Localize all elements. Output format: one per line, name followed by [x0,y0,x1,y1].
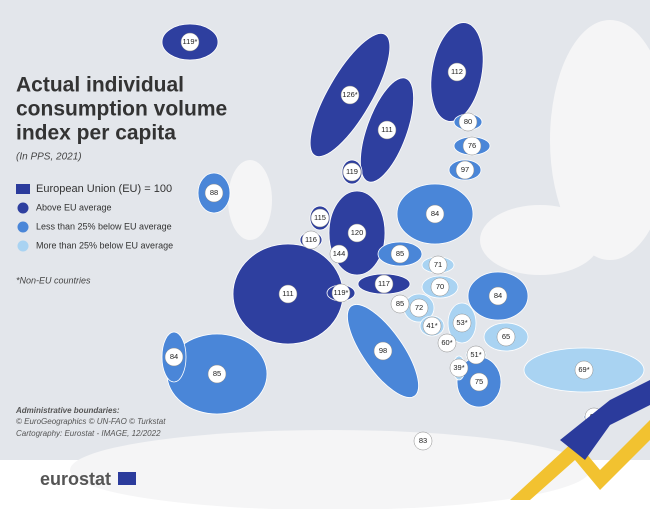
value-label: 71 [434,260,442,269]
value-badge [574,360,594,380]
value-badge [342,162,362,182]
land [70,430,590,509]
value-label: 80 [464,117,472,126]
stripe [510,420,650,500]
value-badge [207,364,227,384]
land [550,20,650,260]
value-label: 76 [468,141,476,150]
value-label: 53* [456,318,467,327]
note: *Non-EU countries [16,275,91,285]
value-badge [469,372,489,392]
land [228,160,272,240]
value-badge [390,244,410,264]
value-label: 119* [183,37,198,46]
value-badge [437,333,457,353]
value-badge [340,85,360,105]
value-badge [180,32,200,52]
value-label: 84 [494,291,502,300]
value-badge [430,277,450,297]
value-label: 83 [419,436,427,445]
subtitle: (In PPS, 2021) [16,152,82,163]
value-label: 72 [415,303,423,312]
legend-swatch [17,202,29,214]
stripe [560,380,650,460]
value-badge [466,345,486,365]
value-badge [496,327,516,347]
legend-flag [16,184,30,194]
title-line: Actual individual [16,74,184,97]
value-label: 41* [426,321,437,330]
value-badge [462,136,482,156]
value-badge [447,62,467,82]
value-label: 88 [210,188,218,197]
value-label: 111 [282,289,293,298]
title-line: index per capita [16,122,176,145]
value-badge [390,294,410,314]
value-label: 85 [213,369,221,378]
value-label: 119* [334,288,349,297]
legend-label: Less than 25% below EU average [36,221,172,231]
logo-flag [118,472,136,485]
value-label: 115 [314,213,326,222]
value-label: 144 [333,249,346,258]
value-badge [488,286,508,306]
value-label: 111 [381,125,392,134]
source-line: Administrative boundaries: [15,406,120,415]
labels: 119* 126* 111 112 80 76 97 119 88 84 115 116 120 144 8… [164,32,604,451]
legend-swatch [17,221,29,233]
value-badge [449,358,469,378]
legend-swatch [17,240,29,252]
value-label: 84 [431,209,439,218]
value-badge [452,313,472,333]
value-badge [347,223,367,243]
title-line: consumption volume [16,98,227,121]
legend: European Union (EU) = 100 Above EU averag… [16,183,173,252]
legend-label: European Union (EU) = 100 [36,183,172,195]
value-badge [377,120,397,140]
value-badge [310,208,330,228]
value-badge [428,255,448,275]
value-badge [329,244,349,264]
value-label: 51* [470,350,481,359]
source-line: Cartography: Eurostat - IMAGE, 12/2022 [16,429,161,438]
value-label: 120 [351,228,364,237]
value-badge [301,230,321,250]
value-label: 70 [436,282,444,291]
value-badge [204,183,224,203]
value-label: 112 [451,67,463,76]
value-label: 75 [475,377,483,386]
value-badge [278,284,298,304]
value-badge [409,298,429,318]
source-line: © EuroGeographics © UN-FAO © Turkstat [16,417,166,426]
value-badge [425,204,445,224]
value-label: 84 [170,352,178,361]
value-label: 69* [578,365,589,374]
title: Actual individual consumption volume ind… [16,74,227,145]
value-badge [374,274,394,294]
non-eu-land [70,20,650,509]
value-badge [164,347,184,367]
logo: eurostat [40,469,111,489]
value-label: 116 [305,235,317,244]
legend-label: Above EU average [36,202,112,212]
value-label: 97 [461,165,469,174]
value-label: 119 [346,167,358,176]
value-label: 98 [379,346,387,355]
value-badge [422,316,442,336]
value-label: 85 [396,299,404,308]
value-label: 65 [502,332,510,341]
value-badge [455,160,475,180]
legend-label: More than 25% below EU average [36,240,173,250]
value-badge [373,341,393,361]
value-label: 126* [342,90,358,99]
value-label: 39* [453,363,464,372]
value-label: 60* [441,338,452,347]
value-badge [413,431,433,451]
value-label: 85 [396,249,404,258]
value-badge [458,112,478,132]
value-badge [331,283,351,303]
value-label: 117 [378,279,390,288]
